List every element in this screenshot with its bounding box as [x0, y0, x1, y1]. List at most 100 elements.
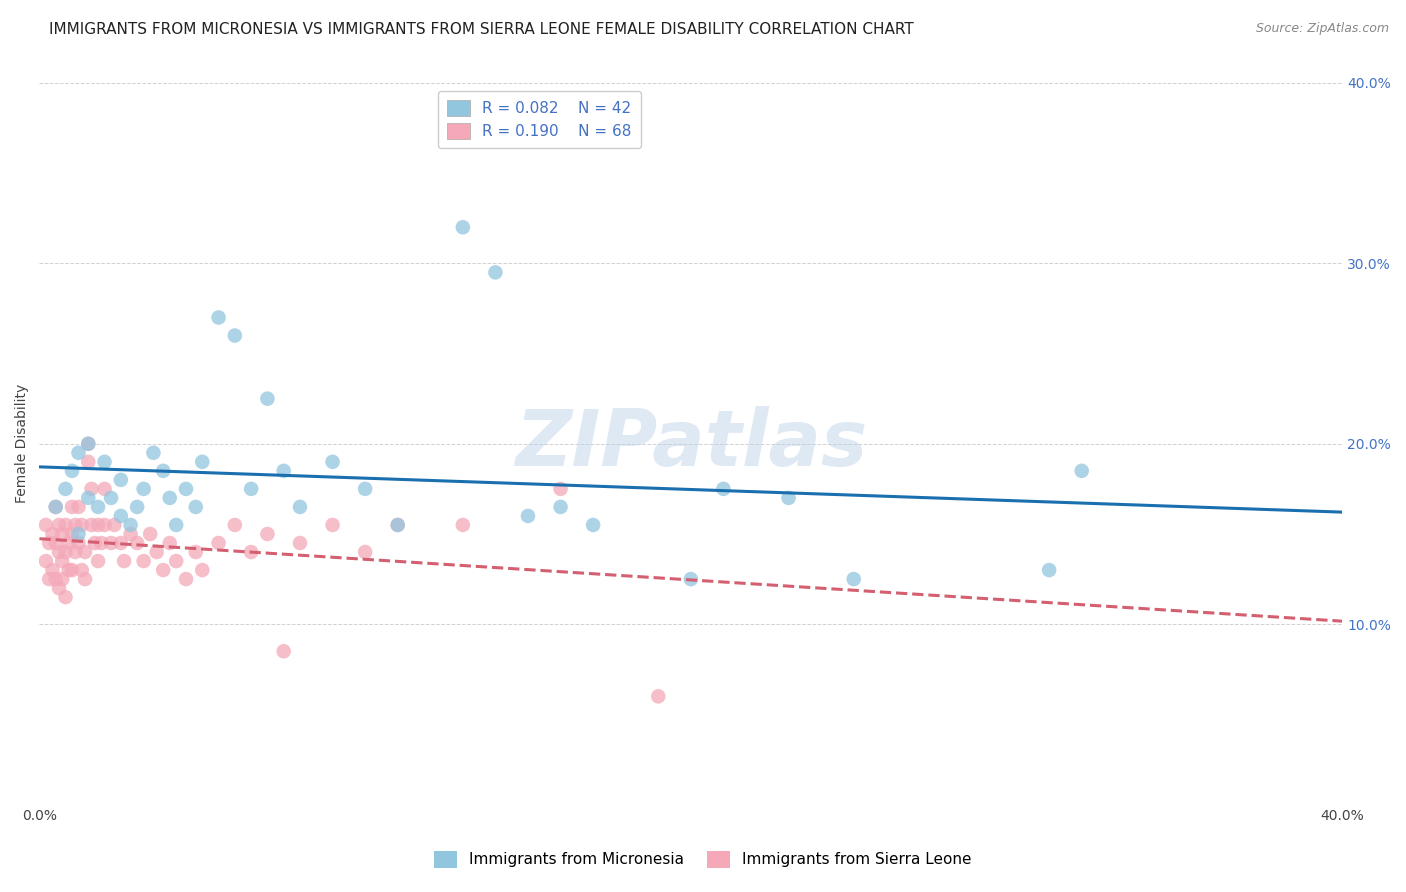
Point [60, 527, 83, 541]
Point [100, 491, 122, 505]
Point [93, 518, 115, 533]
Point [387, 518, 409, 533]
Point [70, 518, 93, 533]
Point [120, 527, 142, 541]
Point [451, 518, 474, 533]
Point [58, 563, 80, 577]
Point [184, 500, 207, 514]
Point [80, 482, 103, 496]
Point [87, 518, 110, 533]
Point [120, 518, 142, 533]
Point [191, 455, 214, 469]
Point [550, 500, 572, 514]
Point [60, 464, 83, 478]
Point [38, 536, 60, 550]
Point [152, 464, 174, 478]
Point [55, 590, 77, 604]
Point [77, 437, 100, 451]
Point [240, 482, 263, 496]
Point [87, 554, 110, 568]
Point [35, 554, 58, 568]
Point [354, 545, 377, 559]
Point [713, 482, 735, 496]
Point [159, 536, 181, 550]
Point [51, 527, 73, 541]
Point [65, 545, 87, 559]
Point [67, 536, 90, 550]
Point [38, 572, 60, 586]
Point [60, 563, 83, 577]
Point [103, 518, 125, 533]
Point [387, 518, 409, 533]
Text: Source: ZipAtlas.com: Source: ZipAtlas.com [1256, 22, 1389, 36]
Point [778, 491, 800, 505]
Point [65, 518, 87, 533]
Point [322, 518, 344, 533]
Text: ZIPatlas: ZIPatlas [515, 406, 868, 482]
Point [55, 518, 77, 533]
Legend: Immigrants from Micronesia, Immigrants from Sierra Leone: Immigrants from Micronesia, Immigrants f… [427, 845, 979, 873]
Legend: R = 0.082    N = 42, R = 0.190    N = 68: R = 0.082 N = 42, R = 0.190 N = 68 [437, 91, 641, 148]
Point [51, 572, 73, 586]
Point [110, 473, 132, 487]
Point [112, 554, 135, 568]
Point [174, 572, 197, 586]
Point [842, 572, 865, 586]
Point [152, 563, 174, 577]
Point [110, 536, 132, 550]
Point [174, 482, 197, 496]
Point [132, 482, 155, 496]
Point [207, 536, 229, 550]
Point [73, 572, 96, 586]
Point [354, 482, 377, 496]
Point [517, 508, 540, 523]
Point [87, 500, 110, 514]
Point [582, 518, 605, 533]
Point [647, 690, 669, 704]
Point [83, 536, 105, 550]
Point [165, 554, 187, 568]
Point [550, 482, 572, 496]
Point [55, 482, 77, 496]
Point [100, 536, 122, 550]
Point [77, 455, 100, 469]
Point [60, 500, 83, 514]
Point [48, 518, 70, 533]
Point [110, 508, 132, 523]
Point [77, 491, 100, 505]
Point [484, 265, 506, 279]
Point [273, 644, 295, 658]
Point [184, 545, 207, 559]
Point [1038, 563, 1060, 577]
Y-axis label: Female Disability: Female Disability [15, 384, 30, 503]
Point [93, 455, 115, 469]
Point [90, 536, 112, 550]
Point [159, 491, 181, 505]
Point [139, 527, 162, 541]
Point [35, 518, 58, 533]
Point [45, 572, 67, 586]
Point [145, 545, 167, 559]
Point [191, 563, 214, 577]
Point [55, 545, 77, 559]
Point [165, 518, 187, 533]
Point [207, 310, 229, 325]
Point [67, 527, 90, 541]
Point [41, 527, 63, 541]
Point [73, 545, 96, 559]
Point [51, 554, 73, 568]
Point [48, 581, 70, 595]
Point [322, 455, 344, 469]
Text: IMMIGRANTS FROM MICRONESIA VS IMMIGRANTS FROM SIERRA LEONE FEMALE DISABILITY COR: IMMIGRANTS FROM MICRONESIA VS IMMIGRANTS… [49, 22, 914, 37]
Point [224, 328, 246, 343]
Point [127, 500, 149, 514]
Point [451, 220, 474, 235]
Point [224, 518, 246, 533]
Point [132, 554, 155, 568]
Point [67, 500, 90, 514]
Point [288, 536, 311, 550]
Point [80, 518, 103, 533]
Point [45, 500, 67, 514]
Point [240, 545, 263, 559]
Point [45, 536, 67, 550]
